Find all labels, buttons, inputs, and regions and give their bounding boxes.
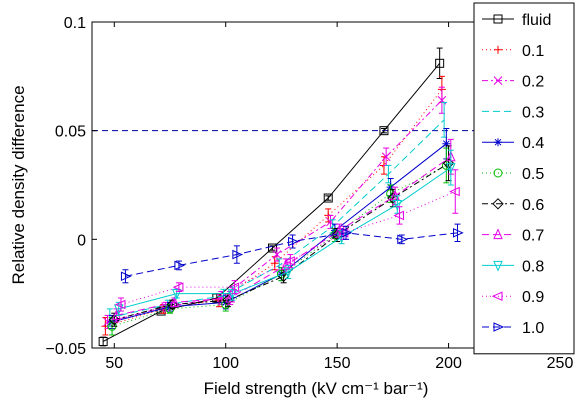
legend-item: 0.5 xyxy=(482,166,544,183)
data-point xyxy=(228,282,240,292)
data-point xyxy=(493,168,503,178)
x-tick-label: 250 xyxy=(547,355,574,372)
data-point xyxy=(493,322,505,332)
y-tick-label: 0 xyxy=(77,232,86,249)
series-0.8 xyxy=(113,149,456,316)
legend-item: 0.9 xyxy=(482,289,544,306)
data-point xyxy=(232,249,244,260)
series-0.2 xyxy=(103,86,447,329)
data-point xyxy=(387,192,399,204)
data-point xyxy=(341,228,353,238)
data-point xyxy=(493,14,503,24)
series-layer xyxy=(98,47,464,347)
series-0.7 xyxy=(111,138,456,323)
data-point xyxy=(442,139,451,148)
y-tick-label: −0.05 xyxy=(46,341,87,358)
x-axis-label: Field strength (kV cm⁻¹ bar⁻¹) xyxy=(204,379,429,398)
y-axis-label: Relative density difference xyxy=(9,85,28,284)
x-tick-label: 50 xyxy=(105,355,123,372)
legend-label: 0.3 xyxy=(522,104,544,121)
data-point xyxy=(284,256,295,266)
x-tick-label: 100 xyxy=(212,355,239,372)
legend-item: 0.8 xyxy=(482,258,544,275)
data-point xyxy=(397,234,409,245)
data-point xyxy=(452,228,464,238)
data-point xyxy=(288,236,299,247)
legend-label: 0.9 xyxy=(522,289,544,306)
data-point xyxy=(493,228,503,240)
data-point xyxy=(272,250,282,259)
data-point xyxy=(222,294,234,306)
legend-item: 0.1 xyxy=(482,43,544,60)
series-line xyxy=(107,99,443,323)
data-point xyxy=(435,58,445,68)
data-point xyxy=(172,282,184,292)
data-point xyxy=(392,200,403,211)
legend-item: 0.3 xyxy=(482,104,544,121)
data-point xyxy=(114,299,126,310)
data-point xyxy=(493,76,503,85)
axis-ticks: 50 100 150 200 250 −0.05 0 0.05 0.1 xyxy=(46,15,574,372)
data-point xyxy=(166,298,178,311)
data-point xyxy=(449,186,460,197)
data-point xyxy=(446,163,456,174)
x-tick-label: 200 xyxy=(435,355,462,372)
data-point xyxy=(492,198,504,210)
legend-label: 0.4 xyxy=(522,135,544,152)
data-point xyxy=(108,314,120,326)
series-line xyxy=(118,167,452,310)
legend-item: fluid xyxy=(482,12,551,29)
data-point xyxy=(494,138,502,147)
data-point xyxy=(491,291,503,301)
data-point xyxy=(323,193,333,203)
data-point xyxy=(120,271,132,282)
y-tick-label: 0.05 xyxy=(55,124,86,141)
data-point xyxy=(493,260,503,272)
data-point xyxy=(393,210,405,221)
series-0.1 xyxy=(101,75,446,336)
legend-box xyxy=(473,2,575,355)
y-tick-label: 0.1 xyxy=(64,15,86,32)
legend-item: 1.0 xyxy=(482,320,544,337)
data-point xyxy=(381,152,391,162)
data-point xyxy=(379,126,389,136)
legend-label: 0.6 xyxy=(522,197,544,214)
series-line xyxy=(114,162,449,321)
legend-label: 0.8 xyxy=(522,258,544,275)
x-tick-label: 150 xyxy=(324,355,351,372)
data-point xyxy=(494,45,502,54)
data-point xyxy=(169,296,180,307)
series-line xyxy=(111,164,447,327)
legend-label: 0.2 xyxy=(522,74,544,91)
legend-label: fluid xyxy=(522,12,551,29)
legend-item: 0.4 xyxy=(482,135,544,152)
data-point xyxy=(174,260,186,271)
legend: fluid 0.1 0.2 0.3 0.4 0.5 0.6 0.7 0.8 0.9 1.0 xyxy=(473,2,575,355)
legend-label: 0.5 xyxy=(522,166,544,183)
legend-item: 0.2 xyxy=(482,74,544,91)
series-line xyxy=(111,143,447,323)
legend-label: 1.0 xyxy=(522,320,544,337)
legend-item: 0.6 xyxy=(482,197,544,214)
data-point xyxy=(171,289,182,300)
legend-item: 0.7 xyxy=(482,228,544,245)
series-1.0 xyxy=(120,223,464,284)
series-0.9 xyxy=(114,169,460,312)
legend-label: 0.7 xyxy=(522,228,544,245)
legend-label: 0.1 xyxy=(522,43,544,60)
data-point xyxy=(98,336,108,346)
